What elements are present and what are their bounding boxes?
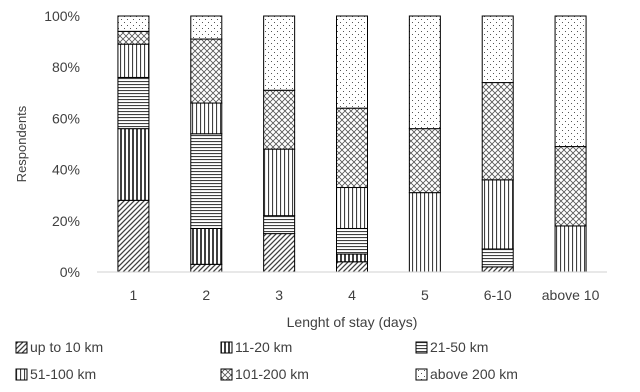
bar-segment	[190, 133, 223, 229]
x-tick-label: 4	[348, 287, 356, 303]
legend-label: 21-50 km	[430, 339, 488, 355]
y-tick-label: 80%	[52, 59, 80, 75]
bar-segment	[263, 215, 296, 235]
bar-segment	[117, 30, 150, 45]
legend-label: 101-200 km	[235, 366, 309, 382]
x-tick-label: 3	[275, 287, 283, 303]
bar-segment	[336, 15, 368, 109]
bar-segment	[263, 15, 296, 91]
legend-swatch	[220, 341, 233, 354]
bar-segment	[554, 225, 587, 273]
bar-segment	[481, 179, 514, 250]
y-tick-label: 20%	[52, 213, 80, 229]
bar-segment	[408, 128, 441, 194]
bar-segment	[263, 89, 296, 150]
legend-swatch	[415, 341, 428, 354]
x-axis-title: Lenght of stay (days)	[287, 314, 418, 330]
legend: up to 10 km 11-20 km 21-50 km 51-100 km 101-…	[15, 339, 518, 382]
bar-segment	[190, 227, 223, 265]
bar-segment	[336, 227, 368, 255]
legend-label: 11-20 km	[235, 339, 292, 355]
x-tick-label: 6-10	[484, 287, 512, 303]
bar-segment	[336, 107, 368, 189]
bar-segment	[190, 38, 223, 104]
bar-segment	[336, 261, 368, 273]
y-tick-label: 40%	[52, 162, 80, 178]
legend-swatch	[415, 368, 428, 381]
bar-segment	[554, 146, 587, 227]
legend-label: 51-100 km	[30, 366, 96, 382]
bar-segment	[481, 15, 514, 84]
bar-segment	[117, 199, 150, 273]
y-axis-title: Respondents	[14, 105, 29, 182]
bar-segment	[408, 15, 441, 130]
legend-swatch	[220, 368, 233, 381]
x-tick-label: 2	[202, 287, 210, 303]
x-axis-ticks: 1 2 3 4 5 6-10 above 10	[130, 287, 600, 303]
bar-segment	[263, 233, 296, 273]
bar-segment	[190, 102, 223, 135]
legend-label: above 200 km	[430, 366, 518, 382]
y-axis-ticks: 0% 20% 40% 60% 80% 100%	[44, 8, 80, 280]
x-tick-label: above 10	[542, 287, 600, 303]
bar-segment	[554, 15, 587, 148]
y-tick-label: 100%	[44, 8, 80, 24]
bar-segment	[408, 192, 441, 273]
y-tick-label: 0%	[60, 264, 80, 280]
bar-segment	[117, 15, 150, 32]
bar-segment	[336, 187, 368, 229]
bar-segment	[481, 82, 514, 181]
legend-label: up to 10 km	[30, 339, 103, 355]
bar-segment	[190, 15, 223, 40]
x-tick-label: 1	[130, 287, 138, 303]
bar-segment	[336, 253, 368, 263]
bar-segment	[117, 76, 150, 130]
bar-segment	[481, 248, 514, 268]
bar-segment	[117, 128, 150, 201]
legend-swatch	[15, 341, 28, 354]
bar-segment	[117, 43, 150, 78]
bar-segment	[481, 266, 514, 273]
bars	[117, 15, 587, 273]
x-tick-label: 5	[421, 287, 429, 303]
legend-swatch	[15, 368, 28, 381]
bar-segment	[263, 148, 296, 217]
y-tick-label: 60%	[52, 110, 80, 126]
bar-segment	[190, 263, 223, 273]
